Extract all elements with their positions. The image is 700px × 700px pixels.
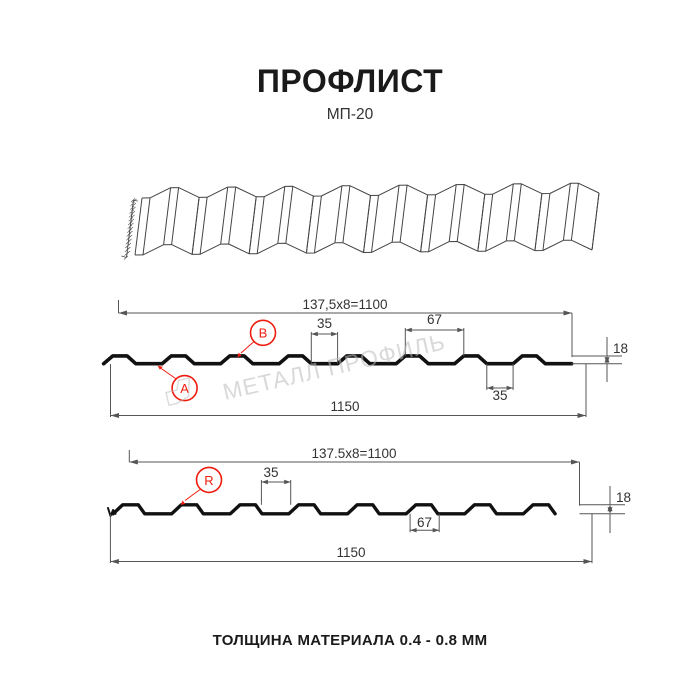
svg-text:МП-20: МП-20 — [327, 106, 374, 123]
svg-text:B: B — [259, 326, 268, 341]
svg-text:35: 35 — [263, 465, 278, 480]
svg-text:1150: 1150 — [330, 399, 359, 414]
svg-text:35: 35 — [317, 316, 332, 331]
svg-text:ПРОФЛИСТ: ПРОФЛИСТ — [257, 63, 443, 99]
svg-text:35: 35 — [492, 388, 507, 403]
svg-text:67: 67 — [427, 312, 442, 327]
svg-text:R: R — [204, 473, 213, 488]
svg-text:18: 18 — [616, 490, 631, 505]
svg-text:1150: 1150 — [336, 545, 365, 560]
svg-text:A: A — [180, 381, 189, 396]
svg-text:67: 67 — [417, 515, 432, 530]
svg-text:137,5x8=1100: 137,5x8=1100 — [303, 297, 388, 312]
svg-text:137.5x8=1100: 137.5x8=1100 — [312, 446, 397, 461]
svg-text:ТОЛЩИНА МАТЕРИАЛА 0.4 - 0.8 ММ: ТОЛЩИНА МАТЕРИАЛА 0.4 - 0.8 ММ — [213, 632, 488, 649]
svg-text:МЕТАЛЛ ПРОФИЛЬ: МЕТАЛЛ ПРОФИЛЬ — [220, 328, 448, 405]
svg-text:18: 18 — [613, 341, 628, 356]
